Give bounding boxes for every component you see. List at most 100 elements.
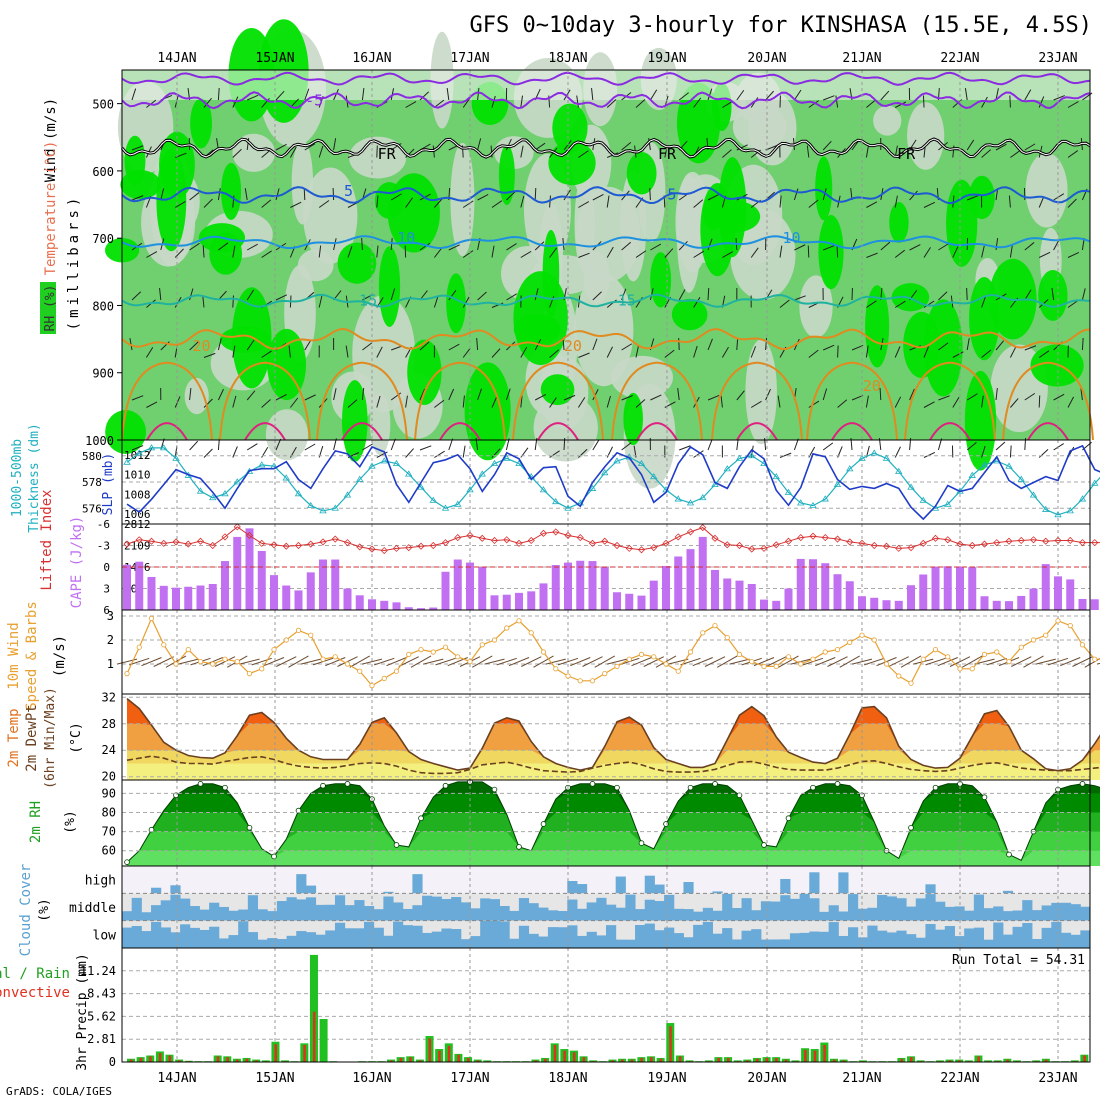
cloud-cell — [393, 922, 403, 948]
y-tick-label-left: 0 — [103, 561, 110, 574]
wind-speed-marker — [394, 669, 398, 673]
cloud-cell — [151, 888, 161, 894]
cloud-cell — [238, 921, 248, 948]
cloud-cell — [742, 931, 752, 948]
date-label-bottom: 17JAN — [450, 1071, 489, 1086]
precip-convective-bar — [717, 1058, 720, 1062]
cloud-cell — [616, 908, 626, 921]
wind-speed-marker — [1044, 633, 1048, 637]
cloud-cell — [635, 925, 645, 948]
cloud-cell — [180, 924, 190, 948]
contour-label: 5 — [344, 182, 353, 200]
wind-speed-marker — [725, 635, 729, 639]
cloud-cell — [248, 895, 258, 920]
cape-bar — [233, 537, 241, 610]
cape-bar — [380, 601, 388, 610]
rh-dry-region — [292, 140, 313, 224]
wind-speed-marker — [529, 631, 533, 635]
precip-convective-bar — [679, 1056, 682, 1062]
precip-convective-bar — [313, 1012, 316, 1062]
cape-bar — [834, 574, 842, 610]
precip-convective-bar — [149, 1056, 152, 1062]
cape-bar — [1030, 589, 1038, 610]
precip-label-2: Convective — [0, 985, 70, 1001]
cloud-cell — [664, 928, 674, 948]
cape-bar — [956, 567, 964, 610]
cape-bar — [638, 596, 646, 610]
cape-bar — [772, 601, 780, 610]
wind-speed-marker — [970, 667, 974, 671]
rh-marker — [1007, 852, 1012, 857]
cloud-cell — [896, 898, 906, 920]
rh-marker — [615, 785, 620, 790]
date-label-bottom: 14JAN — [157, 1071, 196, 1086]
cloud-label: Cloud Cover — [18, 864, 34, 957]
wind-speed-marker — [162, 643, 166, 647]
precip-convective-bar — [766, 1058, 769, 1062]
cloud-cell — [567, 900, 577, 921]
cloud-cell — [296, 899, 306, 920]
wind-speed-marker — [1019, 645, 1023, 649]
cloud-cell — [1003, 911, 1013, 921]
rh-marker — [835, 781, 840, 786]
cloud-cell — [1061, 903, 1071, 921]
cloud-cell — [984, 908, 994, 920]
cloud-cell — [461, 902, 471, 920]
cape-bar — [919, 575, 927, 610]
rh-dry-region — [185, 378, 209, 414]
wind-speed-marker — [382, 676, 386, 680]
cloud-cell — [809, 898, 819, 920]
temp-label-3: (6hr Min/Max) — [43, 687, 58, 789]
cloud-cell — [170, 895, 180, 921]
y-tick-label: 5.62 — [87, 1009, 116, 1023]
cloud-row-bg — [122, 866, 1090, 893]
rh-dry-region — [677, 174, 701, 293]
precip-convective-bar — [650, 1057, 653, 1062]
wind-speed-marker — [456, 655, 460, 659]
precip-convective-bar — [583, 1057, 586, 1062]
wind-speed-marker — [296, 628, 300, 632]
precip-convective-bar — [640, 1058, 643, 1062]
cloud-cell — [732, 939, 742, 948]
wind-speed-marker — [235, 659, 239, 663]
cloud-cell — [693, 925, 703, 948]
cloud-cell — [374, 909, 384, 921]
cloud-cell — [132, 898, 142, 921]
cloud-cell — [838, 872, 848, 893]
y-tick-label-left: -3 — [97, 540, 110, 553]
contour-label: 10 — [397, 229, 415, 247]
cloud-cell — [867, 908, 877, 921]
wind-speed-marker — [260, 667, 264, 671]
cape-bar — [135, 562, 143, 610]
cloud-cell — [180, 899, 190, 921]
cape-bar — [270, 575, 278, 610]
y-tick-label: 32 — [102, 690, 116, 704]
cloud-cell — [267, 938, 277, 948]
cloud-cell — [635, 909, 645, 921]
cloud-cell — [722, 928, 732, 948]
cloud-cell — [228, 911, 238, 921]
rh-marker — [713, 781, 718, 786]
cloud-cell — [151, 922, 161, 948]
y-tick-label: 1000 — [85, 434, 114, 448]
cloud-cell — [809, 872, 819, 893]
wind-speed-marker — [407, 652, 411, 656]
cloud-cell — [935, 930, 945, 948]
cloud-cell — [383, 896, 393, 920]
cape-bar — [1042, 564, 1050, 610]
wind-speed-marker — [174, 662, 178, 666]
rh-dry-region — [574, 274, 633, 386]
wind-speed-marker — [1031, 638, 1035, 642]
cloud-cell — [306, 932, 316, 948]
cloud-cell — [993, 923, 1003, 948]
cloud-cell — [141, 912, 151, 920]
cloud-cell — [848, 894, 858, 921]
date-label-bottom: 16JAN — [352, 1071, 391, 1086]
cape-bar — [1005, 601, 1013, 610]
contour-label: FR — [897, 145, 916, 163]
cloud-cell — [887, 896, 897, 920]
cloud-cell — [558, 911, 568, 921]
y-tick-label: 8.43 — [87, 987, 116, 1001]
